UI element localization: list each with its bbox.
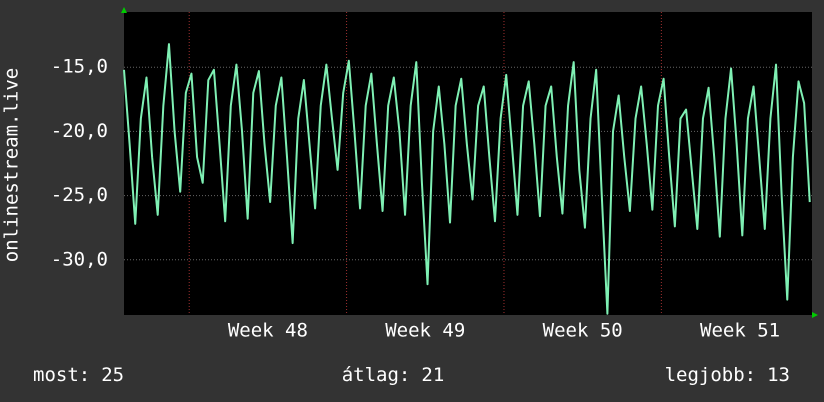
- x-tick-label: Week 48: [228, 320, 308, 342]
- x-tick-label: Week 51: [700, 320, 780, 342]
- stat-value: 21: [421, 364, 444, 386]
- x-tick-label: Week 49: [385, 320, 465, 342]
- y-axis-label: onlinestream.live: [1, 68, 23, 262]
- stat-value: 13: [767, 364, 790, 386]
- stat: átlag: 21: [342, 364, 445, 386]
- axis-arrow: [812, 312, 818, 318]
- stat-label: legjobb:: [665, 364, 757, 386]
- x-tick-label: Week 50: [543, 320, 623, 342]
- stat: legjobb: 13: [665, 364, 790, 386]
- stat: most: 25: [33, 364, 124, 386]
- stat-label: átlag:: [342, 364, 411, 386]
- y-tick-label: -30,0: [51, 248, 108, 270]
- y-tick-label: -15,0: [51, 56, 108, 78]
- data-line: [123, 43, 811, 315]
- stat-value: 25: [101, 364, 124, 386]
- stat-label: most:: [33, 364, 90, 386]
- axis-arrow: [121, 7, 127, 13]
- y-tick-label: -20,0: [51, 120, 108, 142]
- y-tick-label: -25,0: [51, 184, 108, 206]
